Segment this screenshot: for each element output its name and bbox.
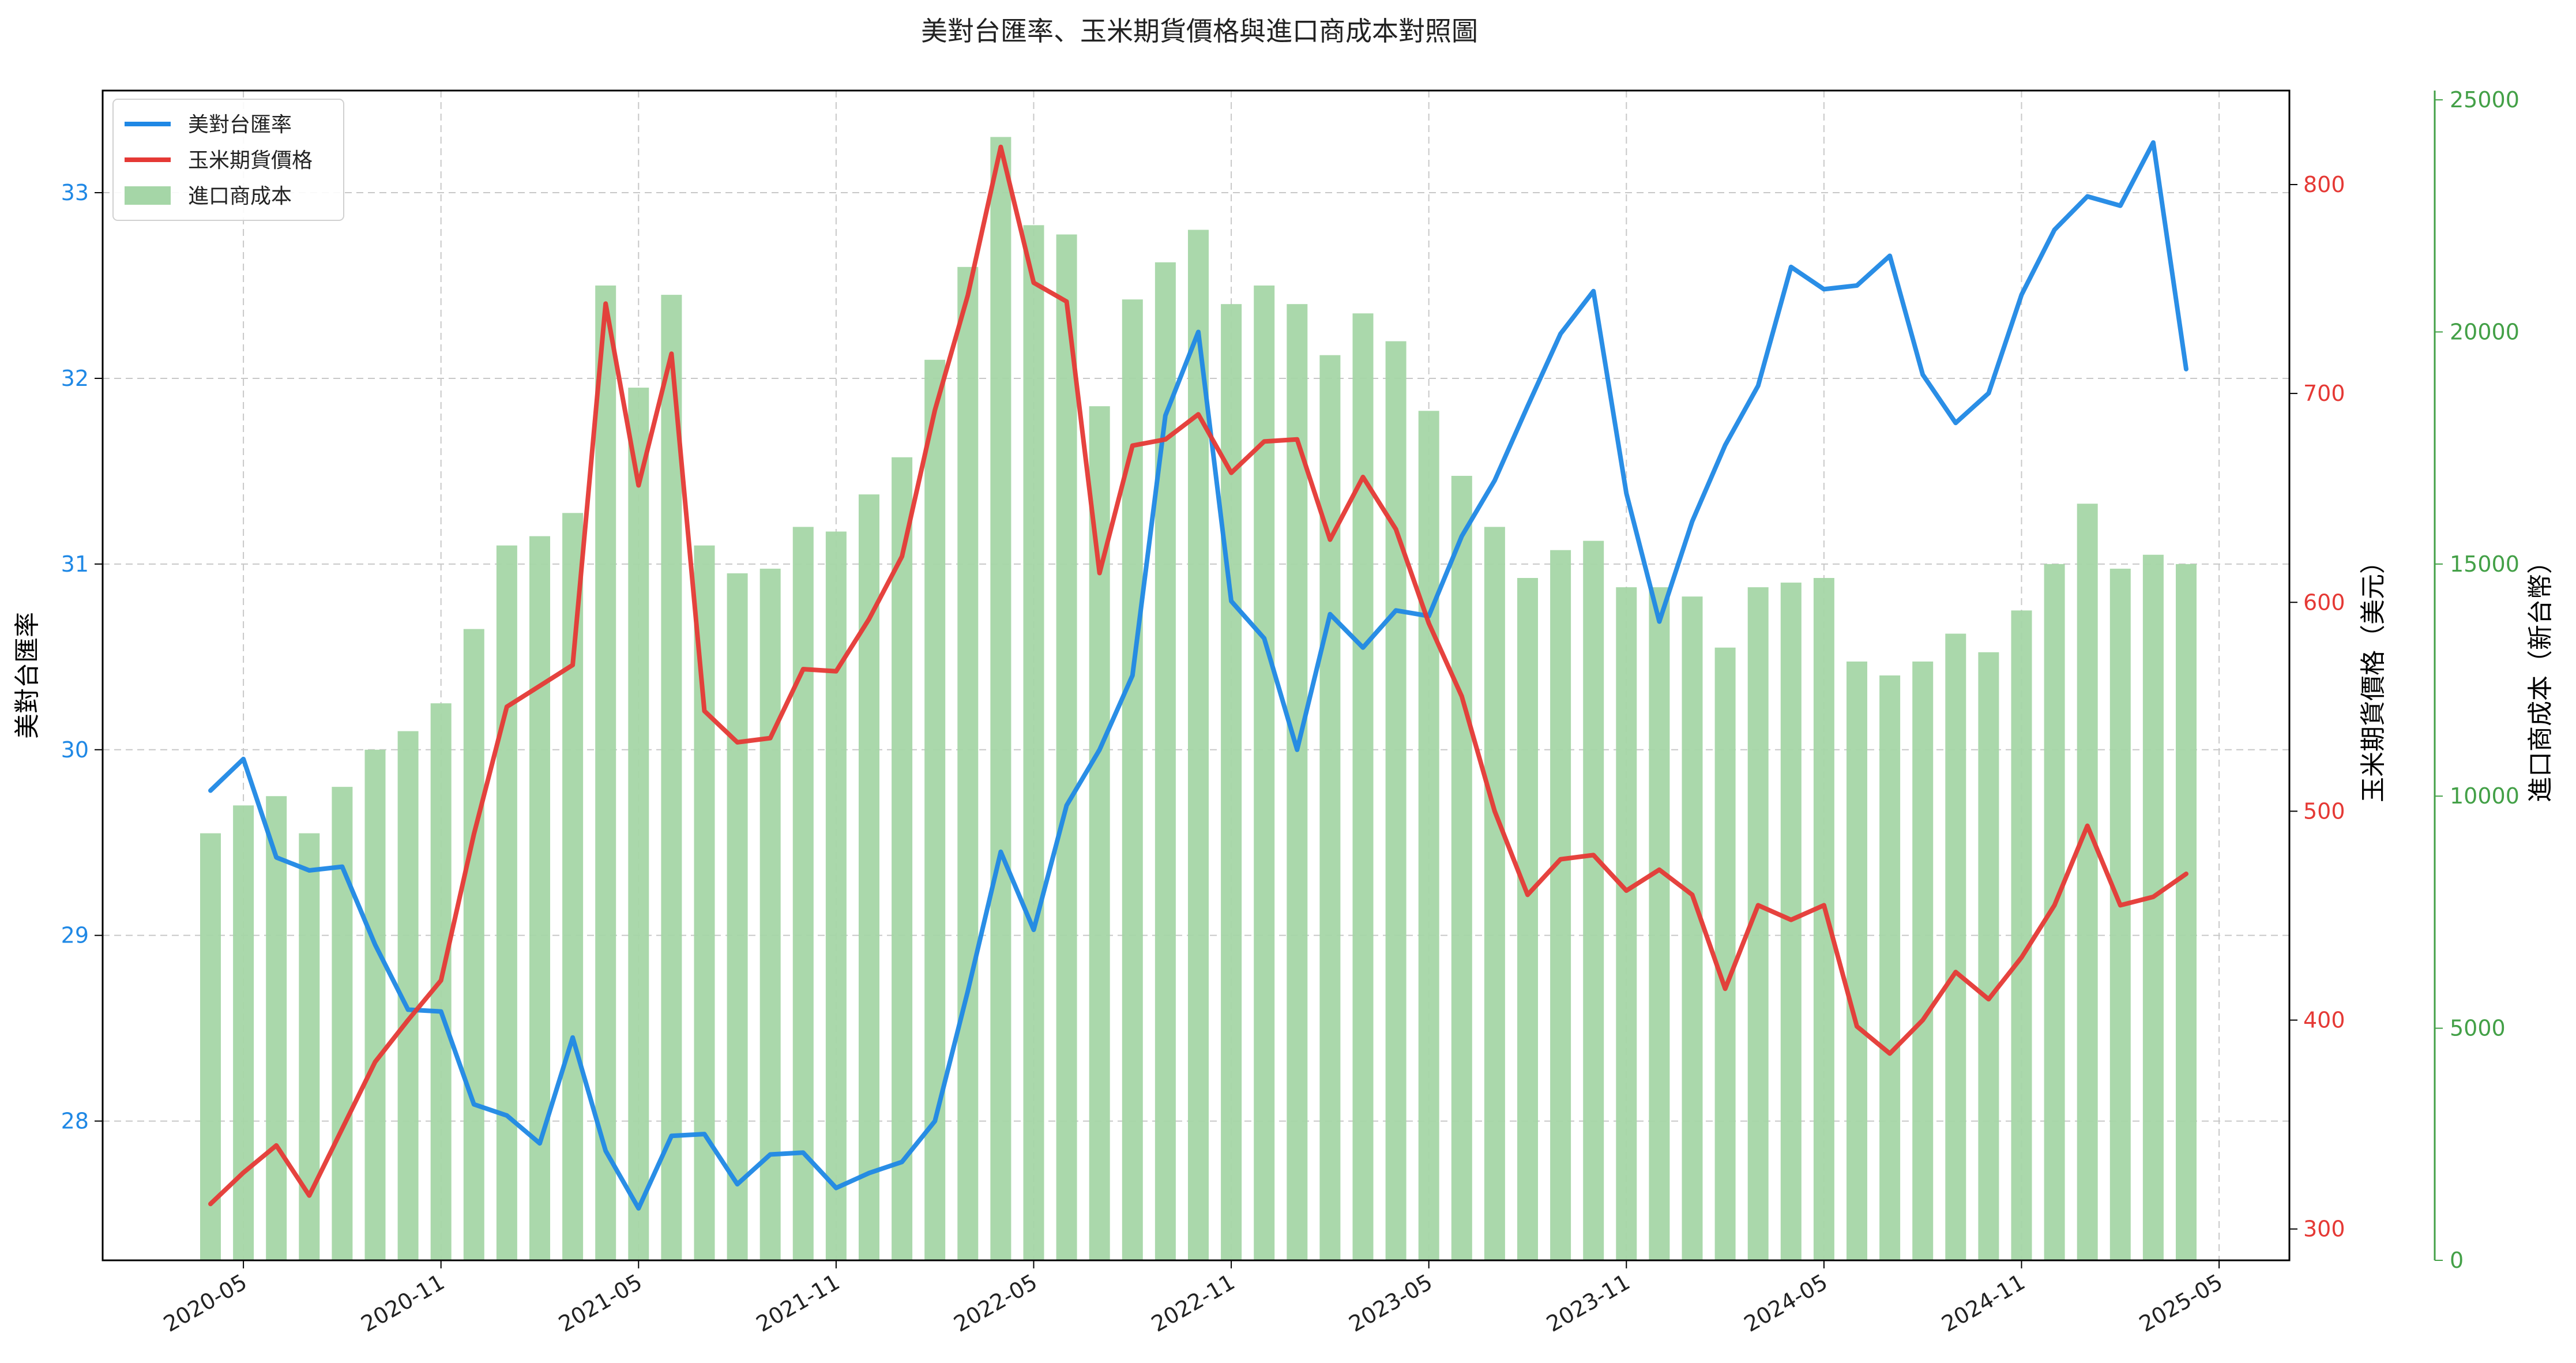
left-tick-label: 29 — [61, 923, 89, 948]
cost-bar — [759, 568, 781, 1260]
cost-bar — [892, 457, 913, 1260]
cost-bar — [200, 833, 221, 1260]
x-tick-label: 2021-11 — [752, 1269, 844, 1336]
cost-bars — [200, 137, 2197, 1261]
left-tick-label: 33 — [61, 180, 89, 205]
cost-bar — [1418, 411, 1439, 1261]
left-tick-label: 32 — [61, 366, 89, 391]
cost-bar — [2176, 564, 2197, 1260]
cost-bar — [1056, 234, 1077, 1260]
cost-bar — [496, 545, 517, 1260]
cost-bar — [364, 749, 386, 1260]
cost-bar — [1682, 596, 1703, 1260]
right2-axis: 0 5000 10000 15000 20000 25000 — [2434, 87, 2519, 1273]
cost-bar — [1649, 587, 1670, 1260]
right2-tick-label: 25000 — [2450, 87, 2519, 112]
cost-bar — [1352, 313, 1374, 1261]
cost-bar — [1287, 304, 1308, 1261]
legend-entry: 進口商成本 — [188, 185, 292, 208]
x-tick-label: 2023-11 — [1542, 1269, 1634, 1336]
cost-bar — [628, 388, 649, 1260]
cost-bar — [266, 796, 287, 1260]
x-tick-label: 2025-05 — [2135, 1269, 2227, 1336]
cost-bar — [1023, 225, 1044, 1260]
legend-bar-swatch — [125, 186, 171, 205]
cost-bar — [792, 527, 814, 1260]
cost-bar — [727, 573, 748, 1260]
cost-bar — [2044, 564, 2065, 1260]
cost-bar — [957, 266, 979, 1260]
x-tick-label: 2024-05 — [1740, 1269, 1832, 1336]
cost-bar — [1616, 587, 1637, 1260]
right-tick-label: 400 — [2303, 1008, 2345, 1033]
cost-bar — [1221, 304, 1242, 1261]
cost-bar — [1847, 661, 1867, 1260]
cost-bar — [990, 137, 1011, 1260]
cost-bar — [1813, 578, 1834, 1260]
right-tick-label: 700 — [2303, 381, 2345, 406]
cost-bar — [1517, 578, 1538, 1260]
cost-bar — [1583, 540, 1604, 1260]
cost-bar — [1254, 286, 1275, 1260]
right-tick-label: 800 — [2303, 172, 2345, 197]
cost-bar — [2077, 504, 2098, 1261]
cost-bar — [924, 359, 946, 1260]
cost-bar — [595, 286, 616, 1260]
corn-price-line — [208, 144, 2188, 1207]
x-tick-label: 2024-11 — [1937, 1269, 2029, 1336]
right-axis-label: 玉米期貨價格（美元） — [2359, 549, 2388, 802]
cost-bar — [332, 787, 353, 1260]
left-tick-label: 28 — [61, 1109, 89, 1134]
right2-tick-label: 5000 — [2450, 1016, 2506, 1041]
exchange-rate-line — [208, 140, 2188, 1211]
cost-bar — [529, 536, 550, 1260]
right2-tick-label: 20000 — [2450, 319, 2519, 344]
left-axis-label: 美對台匯率 — [13, 612, 42, 739]
cost-bar — [463, 629, 484, 1260]
cost-bar — [1385, 341, 1407, 1260]
left-tick-label: 31 — [61, 551, 89, 577]
legend-entry: 美對台匯率 — [188, 113, 292, 137]
right2-tick-label: 0 — [2450, 1248, 2464, 1273]
right-tick-label: 600 — [2303, 589, 2345, 615]
legend-entry: 玉米期貨價格 — [188, 149, 313, 172]
cost-bar — [1945, 633, 1966, 1260]
x-tick-label: 2021-05 — [554, 1269, 646, 1336]
cost-bar — [1978, 652, 1999, 1260]
cost-bar — [1089, 406, 1110, 1261]
plot-frame — [101, 89, 2291, 1261]
right-tick-label: 300 — [2303, 1216, 2345, 1242]
right-tick-label: 500 — [2303, 798, 2345, 824]
cost-bar — [1451, 475, 1472, 1260]
cost-bar — [1484, 527, 1505, 1260]
right2-tick-label: 15000 — [2450, 551, 2519, 577]
cost-bar — [1714, 647, 1736, 1260]
x-tick-label: 2022-11 — [1147, 1269, 1239, 1336]
cost-bar — [2109, 568, 2131, 1260]
cost-bar — [1319, 355, 1341, 1260]
right2-tick-label: 10000 — [2450, 783, 2519, 809]
left-tick-label: 30 — [61, 737, 89, 763]
line-series — [208, 140, 2188, 1211]
cost-bar — [2142, 554, 2164, 1260]
chart-title: 美對台匯率、玉米期貨價格與進口商成本對照圖 — [921, 16, 1478, 47]
right2-axis-label: 進口商成本（新台幣） — [2526, 549, 2555, 802]
cost-bar — [825, 531, 847, 1260]
cost-bar — [1879, 675, 1901, 1260]
cost-bar — [562, 513, 584, 1261]
cost-bar — [661, 295, 682, 1261]
x-tick-label: 2020-11 — [357, 1269, 449, 1336]
cost-bar — [233, 805, 254, 1260]
x-tick-label: 2022-05 — [949, 1269, 1041, 1336]
cost-bar — [1912, 661, 1934, 1260]
x-tick-label: 2020-05 — [159, 1269, 251, 1336]
cost-bar — [1122, 299, 1143, 1261]
cost-bar — [2011, 610, 2032, 1260]
x-tick-label: 2023-05 — [1345, 1269, 1437, 1336]
cost-bar — [1550, 550, 1571, 1260]
